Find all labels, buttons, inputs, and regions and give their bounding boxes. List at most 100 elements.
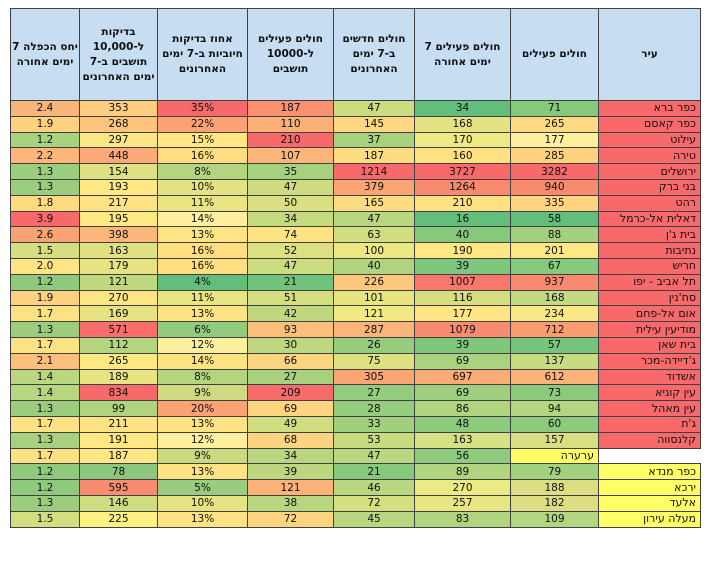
header-city: עיר [598,8,701,101]
positive-rate-cell: 13% [157,305,248,323]
positive-rate-cell: 6% [157,321,248,338]
city-name-cell: עין קוניא [598,384,701,402]
positive-rate-cell: 12% [157,336,248,354]
city-name-cell: נתיבות [598,242,701,259]
table-row: 1.9 270 11% 51 101 116 168 סח'נין [10,289,701,307]
table-row: 2.0 179 16% 47 40 39 67 חריש [10,257,701,275]
tests-per-10000-cell: 187 [79,447,158,465]
tests-per-10000-cell: 195 [79,210,158,228]
new-cases-cell: 72 [333,494,415,512]
active-cases-cell: 3282 [510,163,599,180]
table-row: 1.2 297 15% 210 37 170 177 עילוט [10,131,701,149]
doubling-ratio-cell: 1.3 [10,494,80,512]
new-cases-cell: 37 [333,131,415,149]
active-7d-ago-cell: 89 [414,463,511,481]
tests-per-10000-cell: 163 [79,242,158,259]
positive-rate-cell: 15% [157,131,248,149]
active-cases-cell: 71 [510,100,599,117]
new-cases-cell: 287 [333,321,415,338]
doubling-ratio-cell: 1.4 [10,384,80,402]
new-cases-cell: 47 [333,100,415,117]
active-per-10000-cell: 38 [247,494,334,512]
active-cases-cell: 157 [510,431,599,449]
tests-per-10000-cell: 146 [79,494,158,512]
new-cases-cell: 47 [333,447,415,465]
new-cases-cell: 226 [333,273,415,291]
active-7d-ago-cell: 1079 [414,321,511,338]
table-row: 2.1 265 14% 66 75 69 137 ג'דיידה-מכר [10,352,701,370]
city-name-cell: אשדוד [598,368,701,386]
city-name-cell: קלנסווה [598,431,701,449]
active-per-10000-cell: 42 [247,305,334,323]
active-7d-ago-cell: 86 [414,400,511,417]
positive-rate-cell: 11% [157,289,248,307]
new-cases-cell: 53 [333,431,415,449]
header-positive-rate: אחוז בדיקות חיוביות ב-7 ימים האחרונים [157,8,248,101]
active-7d-ago-cell: 39 [414,257,511,275]
active-7d-ago-cell: 1264 [414,178,511,196]
doubling-ratio-cell: 1.3 [10,178,80,196]
doubling-ratio-cell: 1.2 [10,463,80,481]
table-row: 1.7 211 13% 49 33 48 60 ג'ת [10,415,701,433]
doubling-ratio-cell: 2.1 [10,352,80,370]
table-row: 1.3 146 10% 38 72 257 182 אלעד [10,494,701,512]
active-per-10000-cell: 21 [247,273,334,291]
active-7d-ago-cell: 160 [414,147,511,165]
header-doubling-ratio: יחס הכפלה 7 ימים אחורה [10,8,80,101]
active-cases-cell: 182 [510,494,599,512]
active-cases-cell: 94 [510,400,599,417]
table-row: 1.4 189 8% 27 305 697 612 אשדוד [10,368,701,386]
active-per-10000-cell: 209 [247,384,334,402]
tests-per-10000-cell: 78 [79,463,158,481]
positive-rate-cell: 9% [157,384,248,402]
positive-rate-cell: 16% [157,257,248,275]
active-cases-cell: 58 [510,210,599,228]
active-7d-ago-cell: 3727 [414,163,511,180]
positive-rate-cell: 13% [157,463,248,481]
city-name-cell: ג'דיידה-מכר [598,352,701,370]
doubling-ratio-cell: 1.2 [10,131,80,149]
doubling-ratio-cell: 1.3 [10,321,80,338]
table-row: 1.2 121 4% 21 226 1007 937 תל אביב - יפו [10,273,701,291]
city-name-cell: עין מאהל [598,400,701,417]
city-name-cell: טירה [598,147,701,165]
active-7d-ago-cell: 39 [414,336,511,354]
tests-per-10000-cell: 189 [79,368,158,386]
table-row: 1.7 187 9% 34 47 56 ערערה [10,447,701,465]
active-cases-cell: 335 [510,194,599,212]
city-name-cell: מודיעין עילית [598,321,701,338]
header-active-7d-ago: חולים פעילים 7 ימים אחורה [414,8,511,101]
tests-per-10000-cell: 99 [79,400,158,417]
positive-rate-cell: 8% [157,163,248,180]
tests-per-10000-cell: 211 [79,415,158,433]
new-cases-cell: 47 [333,210,415,228]
table-row: 2.2 448 16% 107 187 160 285 טירה [10,147,701,165]
active-7d-ago-cell: 116 [414,289,511,307]
positive-rate-cell: 16% [157,147,248,165]
city-name-cell: מעלה עירון [598,510,701,528]
active-cases-cell: 88 [510,226,599,244]
active-cases-cell: 937 [510,273,599,291]
active-per-10000-cell: 74 [247,226,334,244]
city-name-cell: ירכא [598,479,701,496]
tests-per-10000-cell: 179 [79,257,158,275]
active-7d-ago-cell: 270 [414,479,511,496]
positive-rate-cell: 11% [157,194,248,212]
table-row: 1.2 595 5% 121 46 270 188 ירכא [10,479,701,496]
active-per-10000-cell: 52 [247,242,334,259]
tests-per-10000-cell: 169 [79,305,158,323]
header-tests-per-10000: בדיקות ל-10,000 תושבים ב-7 ימים האחרונים [79,8,158,101]
active-per-10000-cell: 27 [247,368,334,386]
city-name-cell: בית ג'ן [598,226,701,244]
city-name-cell: סח'נין [598,289,701,307]
active-per-10000-cell: 68 [247,431,334,449]
city-name-cell: אום אל-פחם [598,305,701,323]
active-7d-ago-cell: 69 [414,352,511,370]
tests-per-10000-cell: 297 [79,131,158,149]
active-7d-ago-cell: 177 [414,305,511,323]
positive-rate-cell: 9% [157,447,248,465]
table-row: 1.3 571 6% 93 287 1079 712 מודיעין עילית [10,321,701,338]
active-cases-cell: 79 [510,463,599,481]
tests-per-10000-cell: 191 [79,431,158,449]
doubling-ratio-cell: 1.4 [10,368,80,386]
